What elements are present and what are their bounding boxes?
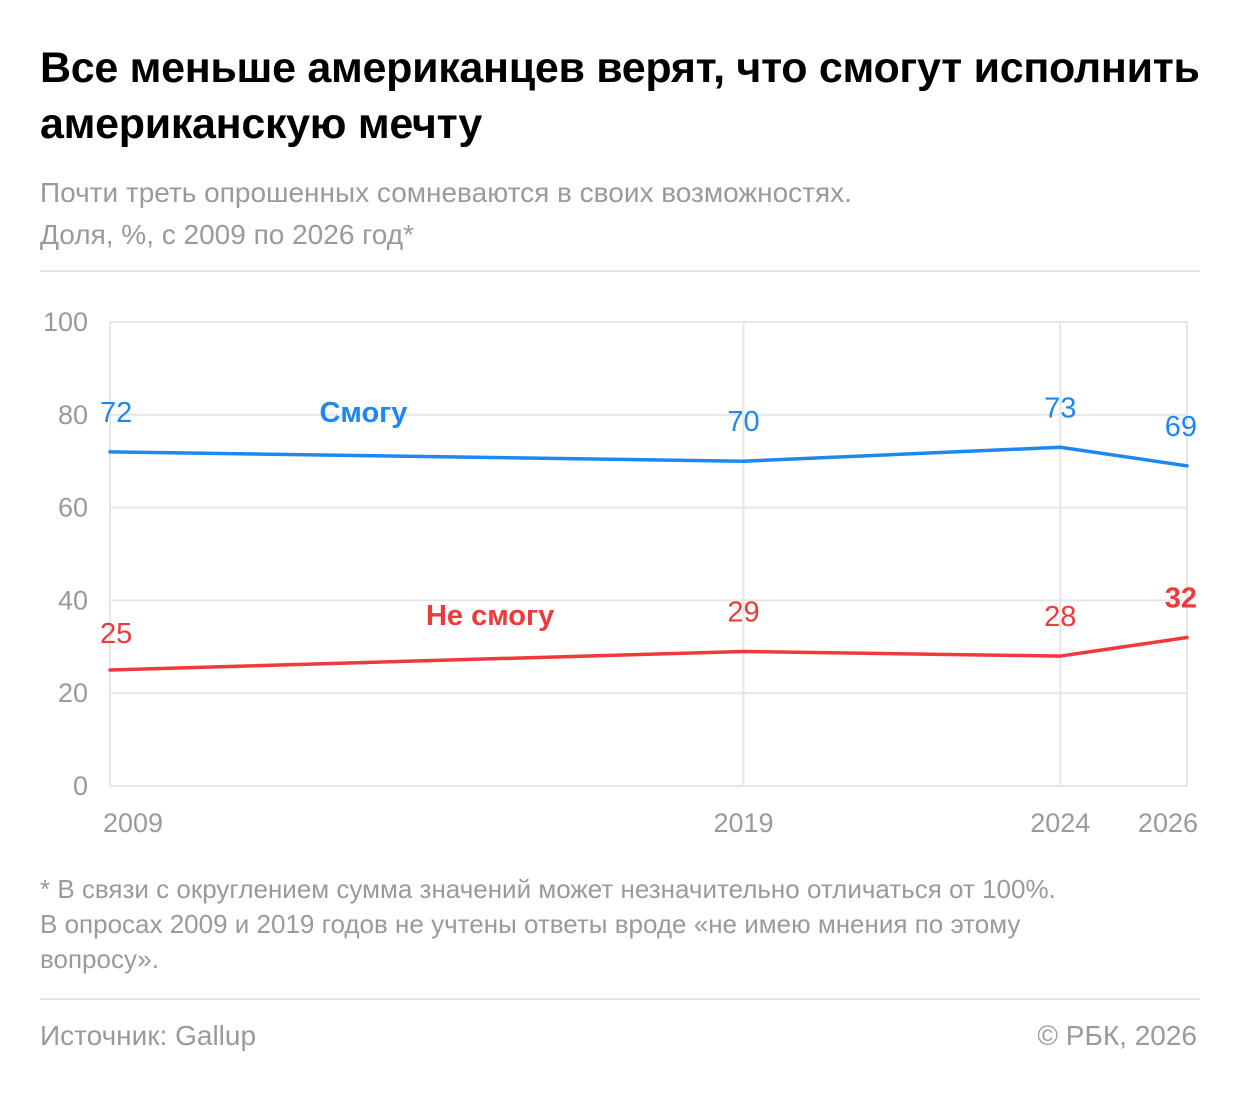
y-tick-label-0: 0	[73, 771, 88, 801]
data-label-s1-2009: 25	[100, 618, 132, 650]
copyright-text: © РБК, 2026	[1037, 1020, 1197, 1051]
y-tick-label-20: 20	[58, 678, 88, 708]
grid-layer	[109, 321, 1188, 787]
series-name-label-1: Не смогу	[426, 600, 554, 632]
y-tick-label-80: 80	[58, 400, 88, 430]
chart-title: Все меньше американцев верят, что смогут…	[40, 40, 1200, 152]
footnote-line-1: * В связи с округлением сумма значений м…	[40, 874, 1056, 904]
x-tick-label-2009: 2009	[103, 808, 163, 838]
y-tick-label-60: 60	[58, 493, 88, 523]
y-tick-label-100: 100	[43, 307, 88, 337]
top-divider	[40, 270, 1200, 272]
series-name-label-0: Смогу	[319, 397, 407, 429]
label-layer: 72 70 73 69 25 29 28 32 Смогу Не смогу	[100, 392, 1197, 650]
data-label-s1-2024: 28	[1044, 601, 1076, 633]
line-chart: 0 20 40 60 80 100 2009 2019 2024 2026 72 70 73 69 25 2…	[43, 307, 1198, 838]
data-label-s1-2019: 29	[727, 596, 759, 628]
data-label-s0-2019: 70	[727, 406, 759, 438]
x-tick-label-2019: 2019	[713, 808, 773, 838]
source-text: Источник: Gallup	[40, 1020, 257, 1051]
series-line-0	[108, 445, 1189, 468]
x-tick-label-2026: 2026	[1138, 808, 1198, 838]
axis-layer: 0 20 40 60 80 100 2009 2019 2024 2026	[43, 307, 1198, 838]
footnote-line-3: вопросу».	[40, 944, 159, 974]
data-label-s0-2009: 72	[100, 397, 132, 429]
series-line-1	[108, 635, 1189, 672]
x-tick-label-2024: 2024	[1030, 808, 1090, 838]
data-label-s0-2024: 73	[1044, 392, 1076, 424]
chart-subtitle: Почти треть опрошенных сомневаются в сво…	[40, 172, 1200, 256]
footnote: * В связи с округлением сумма значений м…	[40, 872, 1200, 977]
footnote-line-2: В опросах 2009 и 2019 годов не учтены от…	[40, 909, 1021, 939]
data-label-s1-2026: 32	[1165, 583, 1197, 615]
subtitle-line-1: Почти треть опрошенных сомневаются в сво…	[40, 177, 852, 208]
chart-title-text: Все меньше американцев верят, что смогут…	[40, 44, 1200, 148]
series-layer	[108, 445, 1189, 672]
subtitle-line-2: Доля, %, с 2009 по 2026 год*	[40, 219, 414, 250]
data-label-s0-2026: 69	[1165, 411, 1197, 443]
bottom-divider	[40, 998, 1200, 1000]
y-tick-label-40: 40	[58, 585, 88, 615]
